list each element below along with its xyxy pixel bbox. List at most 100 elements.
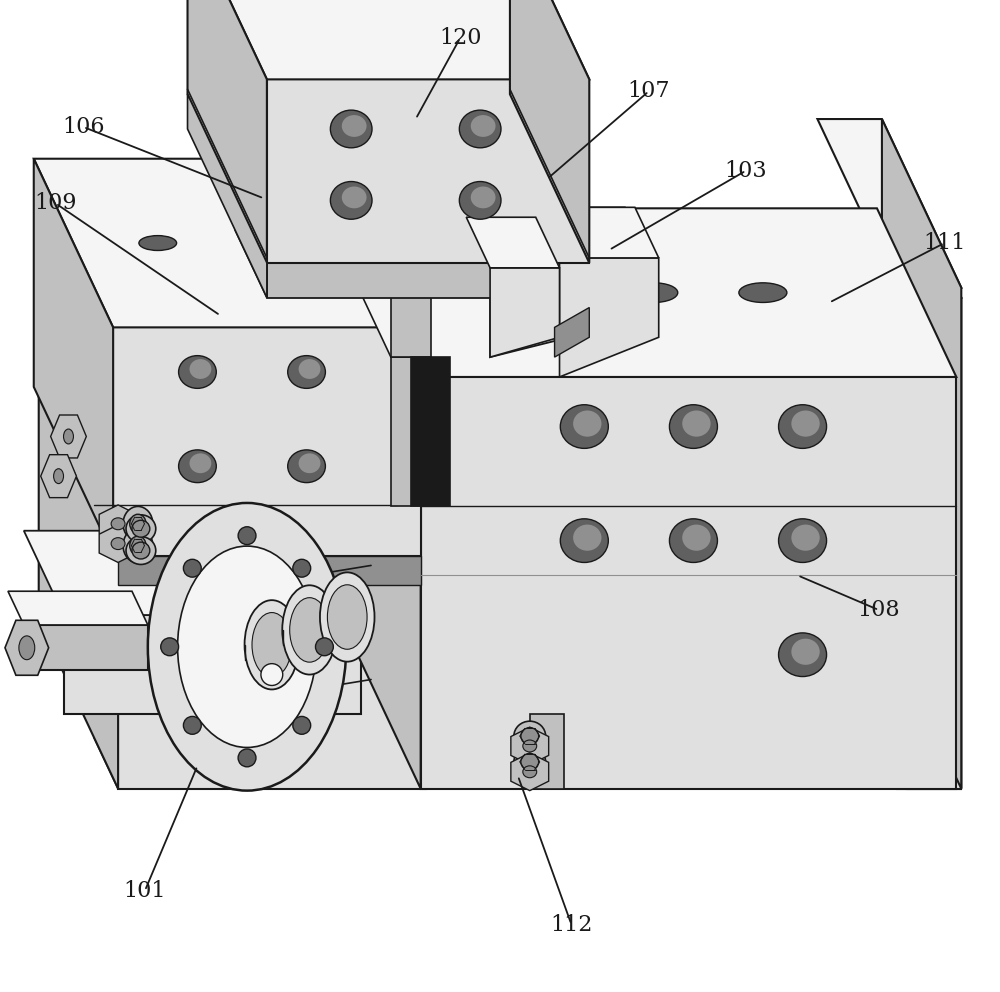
Polygon shape: [235, 195, 589, 263]
Ellipse shape: [459, 110, 501, 148]
Text: 111: 111: [923, 232, 966, 254]
Ellipse shape: [183, 559, 201, 577]
Ellipse shape: [560, 519, 608, 562]
Ellipse shape: [739, 283, 787, 303]
Polygon shape: [118, 744, 956, 789]
Ellipse shape: [779, 519, 827, 562]
Ellipse shape: [238, 749, 256, 767]
Ellipse shape: [261, 664, 283, 685]
Polygon shape: [113, 327, 421, 556]
Ellipse shape: [779, 405, 827, 448]
Polygon shape: [536, 207, 659, 258]
Polygon shape: [882, 129, 961, 789]
Polygon shape: [411, 357, 450, 506]
Ellipse shape: [315, 638, 333, 656]
Ellipse shape: [148, 503, 346, 791]
Ellipse shape: [290, 597, 329, 663]
Polygon shape: [560, 258, 659, 377]
Ellipse shape: [299, 453, 320, 473]
Polygon shape: [39, 387, 426, 556]
Ellipse shape: [54, 468, 64, 483]
Polygon shape: [555, 308, 589, 357]
Text: 108: 108: [858, 599, 900, 621]
Ellipse shape: [682, 525, 711, 551]
Ellipse shape: [123, 528, 153, 563]
Ellipse shape: [123, 506, 153, 542]
Polygon shape: [351, 273, 431, 357]
Polygon shape: [341, 208, 956, 377]
Polygon shape: [367, 212, 431, 263]
Polygon shape: [34, 159, 421, 327]
Ellipse shape: [139, 235, 177, 251]
Polygon shape: [8, 591, 148, 625]
Ellipse shape: [779, 633, 827, 677]
Polygon shape: [897, 288, 961, 789]
Text: 103: 103: [725, 160, 767, 182]
Ellipse shape: [669, 405, 717, 448]
Polygon shape: [882, 119, 961, 789]
Polygon shape: [510, 0, 589, 263]
Ellipse shape: [471, 186, 496, 208]
Polygon shape: [51, 415, 86, 458]
Ellipse shape: [330, 110, 372, 148]
Ellipse shape: [573, 411, 601, 436]
Ellipse shape: [12, 623, 42, 673]
Polygon shape: [99, 525, 137, 562]
Polygon shape: [34, 159, 113, 556]
Polygon shape: [118, 506, 421, 556]
Ellipse shape: [130, 536, 146, 556]
Ellipse shape: [293, 716, 311, 734]
Polygon shape: [39, 387, 118, 789]
Polygon shape: [391, 263, 431, 357]
Ellipse shape: [523, 766, 537, 778]
Polygon shape: [5, 620, 49, 676]
Polygon shape: [41, 454, 76, 498]
Polygon shape: [188, 0, 589, 79]
Polygon shape: [118, 556, 426, 789]
Polygon shape: [188, 0, 267, 263]
Ellipse shape: [320, 572, 375, 662]
Polygon shape: [530, 714, 564, 789]
Ellipse shape: [521, 283, 569, 303]
Ellipse shape: [130, 514, 146, 534]
Polygon shape: [466, 207, 649, 258]
Polygon shape: [118, 556, 421, 585]
Polygon shape: [86, 438, 421, 506]
Polygon shape: [511, 727, 549, 765]
Ellipse shape: [288, 450, 325, 483]
Ellipse shape: [471, 115, 496, 137]
Ellipse shape: [669, 519, 717, 562]
Polygon shape: [267, 79, 589, 263]
Polygon shape: [466, 217, 560, 268]
Ellipse shape: [514, 747, 546, 777]
Ellipse shape: [342, 115, 367, 137]
Ellipse shape: [19, 636, 35, 660]
Polygon shape: [817, 119, 961, 288]
Ellipse shape: [179, 450, 216, 483]
Ellipse shape: [791, 525, 820, 551]
Polygon shape: [827, 129, 961, 298]
Ellipse shape: [330, 182, 372, 219]
Ellipse shape: [190, 453, 211, 473]
Ellipse shape: [299, 359, 320, 379]
Polygon shape: [341, 208, 421, 789]
Polygon shape: [235, 195, 267, 298]
Ellipse shape: [791, 639, 820, 665]
Ellipse shape: [293, 559, 311, 577]
Text: 109: 109: [34, 192, 77, 214]
Ellipse shape: [126, 515, 156, 543]
Ellipse shape: [560, 405, 608, 448]
Text: 120: 120: [439, 27, 482, 49]
Ellipse shape: [132, 542, 150, 559]
Polygon shape: [907, 298, 961, 789]
Ellipse shape: [791, 411, 820, 436]
Polygon shape: [188, 94, 267, 298]
Ellipse shape: [248, 235, 286, 251]
Ellipse shape: [523, 740, 537, 752]
Polygon shape: [511, 753, 549, 791]
Text: 107: 107: [628, 80, 670, 102]
Polygon shape: [391, 357, 431, 506]
Ellipse shape: [111, 538, 125, 550]
Ellipse shape: [179, 355, 216, 389]
Ellipse shape: [190, 359, 211, 379]
